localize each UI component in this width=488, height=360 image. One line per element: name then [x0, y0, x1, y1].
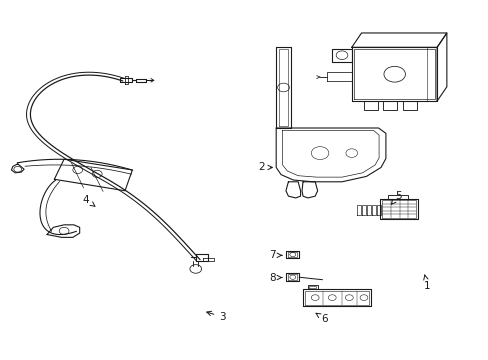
Text: 2: 2	[258, 162, 272, 172]
Text: 6: 6	[315, 313, 327, 324]
Text: 8: 8	[269, 273, 281, 283]
Text: 4: 4	[82, 195, 95, 206]
Text: 3: 3	[206, 311, 225, 322]
Text: 1: 1	[423, 275, 430, 291]
Text: 7: 7	[269, 250, 281, 260]
Text: 5: 5	[391, 191, 401, 204]
